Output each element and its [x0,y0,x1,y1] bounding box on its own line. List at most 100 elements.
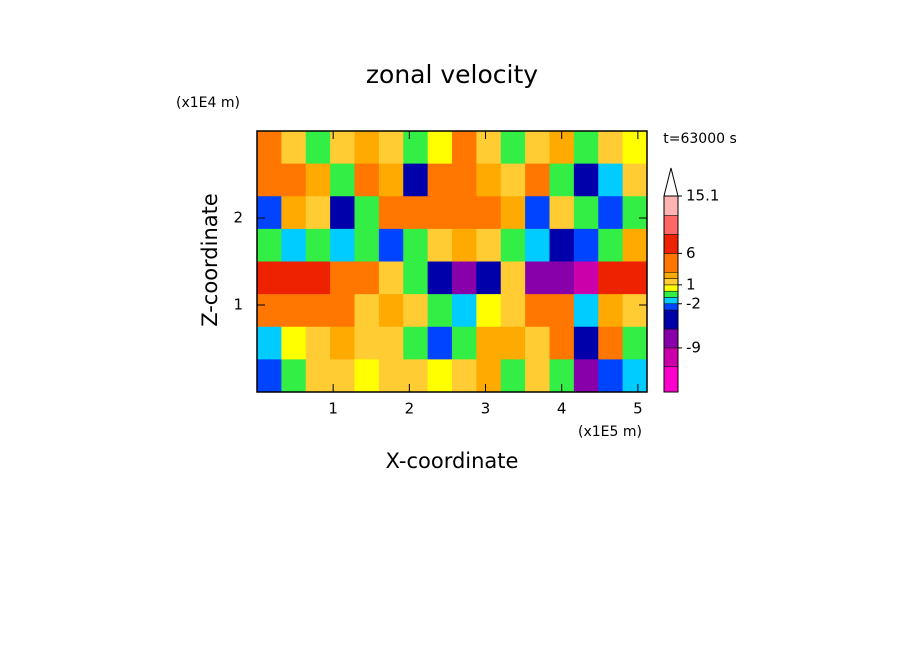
contour-cell [452,163,477,197]
contour-cell [452,326,477,360]
contour-cell [452,294,477,328]
contour-cell [549,294,575,328]
contour-cell [500,228,526,262]
contour-cell [500,196,526,230]
contour-cell [573,163,599,197]
y-tick-label: 1 [233,296,243,314]
x-tick-label: 1 [328,400,338,418]
colorbar-frame [663,195,679,393]
contour-cell [598,359,624,393]
x-tick-label: 3 [481,400,491,418]
contour-cell [378,294,404,328]
colorbar-segment [663,297,679,305]
contour-cell [257,196,282,230]
contour-cell [622,196,648,230]
contour-cell [305,326,331,360]
contour-cell [281,359,307,393]
y-unit: (x1E4 m) [176,95,240,111]
contour-cell [427,163,453,197]
contour-cell [403,196,429,230]
contour-cell [500,359,526,393]
contour-cell [281,294,307,328]
contour-cell [281,196,307,230]
contour-cell [452,131,477,165]
contour-cell [598,326,624,360]
contour-cell [403,359,429,393]
contour-cell [378,196,404,230]
contour-cell [573,359,599,393]
contour-cell [427,294,453,328]
contour-cell [427,326,453,360]
contour-cell [281,163,307,197]
contour-cell [330,131,355,165]
contour-cell [305,261,331,295]
contour-cell [427,196,453,230]
contour-cell [598,163,624,197]
colorbar-tick-label: -2 [686,294,701,312]
contour-cell [549,228,575,262]
x-tick-label: 4 [557,400,567,418]
contour-cell [427,261,453,295]
contour-cell [403,261,429,295]
contour-cell [622,261,648,295]
contour-cell [330,163,355,197]
colorbar-segment [663,303,679,311]
colorbar-tick-label: 1 [686,275,696,293]
contour-cell [330,359,355,393]
contour-cell [476,294,502,328]
contour-cell [500,326,526,360]
x-unit: (x1E5 m) [578,424,642,440]
contour-cell [305,359,331,393]
colorbar-segment [663,347,679,368]
contour-cell [330,326,355,360]
contour-cell [500,294,526,328]
contour-cell [354,131,380,165]
colorbar-segment [663,290,679,298]
contour-cell [305,294,331,328]
y-tick-label: 2 [233,209,243,227]
contour-cell [525,131,550,165]
contour-cell [549,196,575,230]
contour-cell [525,326,550,360]
contour-cell [354,163,380,197]
contour-cell [330,294,355,328]
contour-cell [281,326,307,360]
contour-cell [476,359,502,393]
x-axis-title: X-coordinate [386,449,519,473]
contour-cell [403,163,429,197]
contour-cell [378,261,404,295]
contour-cell [305,131,331,165]
contour-cell [281,261,307,295]
contour-cell [598,131,624,165]
contour-cell [549,261,575,295]
contour-cell [476,228,502,262]
contour-cell [598,294,624,328]
contour-cell [622,359,648,393]
colorbar-arrow [663,167,679,197]
contour-cell [525,359,550,393]
x-tick-label: 2 [405,400,415,418]
contour-cell [452,196,477,230]
colorbar-segment [663,272,679,279]
colorbar-segment [663,278,679,286]
contour-cell [427,228,453,262]
contour-cell [378,326,404,360]
contour-cell [573,261,599,295]
contour-cell [378,131,404,165]
time-label: t=63000 s [663,131,737,147]
contour-cell [452,359,477,393]
contour-cell [476,163,502,197]
contour-cell [403,228,429,262]
colorbar-tick-label: 15.1 [686,187,719,205]
contour-cell [257,359,282,393]
contour-cell [257,131,282,165]
contour-cell [354,261,380,295]
contour-cell [354,359,380,393]
contour-cell [622,131,648,165]
contour-cell [257,163,282,197]
colorbar-segment [663,215,679,235]
colorbar-segment [663,366,679,393]
contour-cell [403,326,429,360]
contour-cell [549,326,575,360]
